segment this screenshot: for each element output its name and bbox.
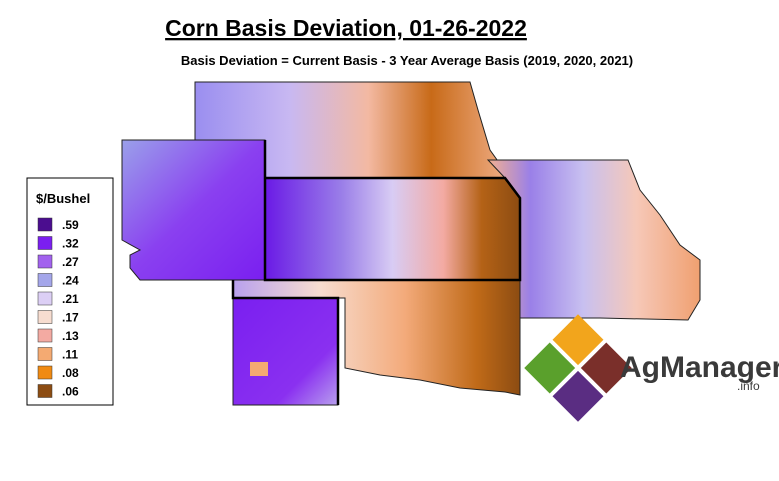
legend-label: .21 <box>62 292 79 306</box>
legend-swatch <box>37 291 53 306</box>
legend-swatch <box>37 365 53 380</box>
legend-label: .13 <box>62 329 79 343</box>
title: Corn Basis Deviation, 01-26-2022 <box>165 15 527 41</box>
legend-swatch <box>37 254 53 269</box>
colorado <box>121 139 266 281</box>
logo-tile <box>552 314 604 366</box>
logo-suffix: .info <box>737 379 760 393</box>
legend-swatch <box>37 347 53 361</box>
logo-tile <box>552 370 604 422</box>
legend-title: $/Bushel <box>36 191 90 206</box>
legend-swatch <box>37 384 53 398</box>
legend-label: .27 <box>62 255 79 269</box>
legend-swatch <box>37 236 53 250</box>
legend: $/Bushel .59 .32 .27 .24 .21 .17 .13 .11 .08 .06 <box>26 177 114 406</box>
legend-label: .59 <box>62 218 79 232</box>
legend-label: .06 <box>62 385 79 399</box>
texas-panhandle <box>232 297 339 406</box>
logo: AgManager .info <box>524 314 779 422</box>
legend-label: .11 <box>62 348 78 362</box>
legend-label: .08 <box>62 366 79 380</box>
legend-swatch <box>37 310 53 324</box>
legend-swatch <box>37 217 53 232</box>
logo-name: AgManager <box>620 351 779 384</box>
borders <box>231 140 522 405</box>
legend-swatch <box>37 273 53 287</box>
legend-items: .59 .32 .27 .24 .21 .17 .13 .11 .08 .06 <box>37 217 79 399</box>
legend-label: .24 <box>62 274 79 288</box>
kansas <box>264 177 521 281</box>
legend-swatch <box>37 328 53 343</box>
legend-label: .17 <box>62 311 79 325</box>
legend-label: .32 <box>62 237 79 251</box>
subtitle: Basis Deviation = Current Basis - 3 Year… <box>181 53 633 68</box>
spot <box>250 362 268 376</box>
